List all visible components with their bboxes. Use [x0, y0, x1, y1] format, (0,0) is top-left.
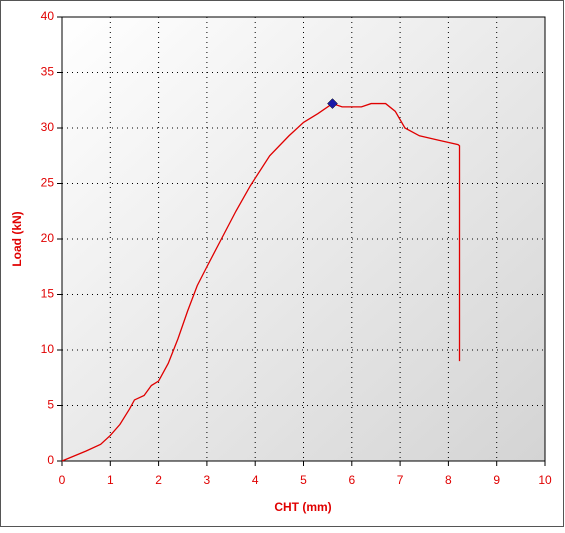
x-axis-title: CHT (mm)	[274, 500, 331, 514]
line	[61, 102, 461, 462]
peak-marker	[327, 98, 338, 109]
y-axis-title: Load (kN)	[10, 211, 24, 266]
y-tick-label: 30	[41, 120, 55, 134]
x-tick-label: 8	[445, 473, 452, 487]
x-tick-label: 9	[493, 473, 500, 487]
y-tick-label: 0	[47, 453, 54, 467]
x-tick-label: 0	[59, 473, 66, 487]
x-tick-label: 7	[397, 473, 404, 487]
y-tick-label: 20	[41, 231, 55, 245]
x-tick-label: 6	[348, 473, 355, 487]
x-tick-label: 10	[538, 473, 552, 487]
y-tick-label: 25	[41, 176, 55, 190]
x-tick-label: 1	[107, 473, 114, 487]
y-tick-label: 10	[41, 342, 55, 356]
y-tick-label: 35	[41, 65, 55, 79]
x-tick-label: 5	[300, 473, 307, 487]
y-tick-label: 40	[41, 9, 55, 23]
x-tick-label: 4	[252, 473, 259, 487]
y-tick-label: 5	[47, 398, 54, 412]
x-tick-label: 2	[155, 473, 162, 487]
y-tick-label: 15	[41, 287, 55, 301]
x-tick-label: 3	[204, 473, 211, 487]
